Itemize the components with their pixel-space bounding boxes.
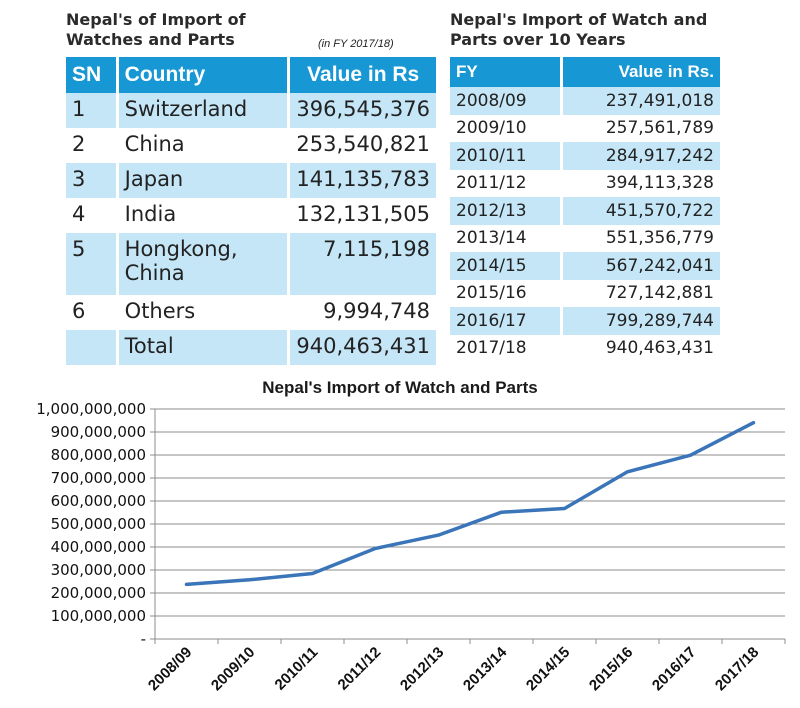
cell-value: 394,113,328 <box>605 173 714 194</box>
cell-country: Japan <box>117 163 291 198</box>
cell-country: India <box>117 198 291 233</box>
cell-value: 396,545,376 <box>288 93 436 128</box>
table-row: 1 Switzerland 396,545,376 <box>66 93 436 128</box>
cell-sn: 4 <box>66 198 119 233</box>
cell-fy: 2014/15 <box>450 252 563 280</box>
cell-value: 567,242,041 <box>561 252 720 280</box>
cell-value: 237,491,018 <box>561 87 720 115</box>
cell-fy: 2010/11 <box>450 142 563 170</box>
x-tick-label: 2008/09 <box>145 644 195 694</box>
years-table-title: Nepal's Import of Watch and Parts over 1… <box>450 10 708 49</box>
table-row: 2016/17 799,289,744 <box>450 307 720 335</box>
country-import-table: SN Country Value in Rs 1 Switzerland 396… <box>66 57 436 365</box>
cell-value: 7,115,198 <box>288 233 436 295</box>
cell-country: Others <box>117 295 291 330</box>
years-table-header-row: FY Value in Rs. <box>450 57 720 87</box>
table-row: 2008/09 237,491,018 <box>450 87 720 115</box>
country-table-title: Nepal's of Import of Watches and Parts <box>66 10 246 49</box>
y-tick-label: 800,000,000 <box>51 446 146 464</box>
x-tick-label: 2013/14 <box>460 643 511 694</box>
cell-country: Total <box>117 330 291 365</box>
cell-value: 141,135,783 <box>288 163 436 198</box>
cell-fy: 2016/17 <box>450 307 563 335</box>
table-row: 3 Japan 141,135,783 <box>66 163 436 198</box>
table-row: 2014/15 567,242,041 <box>450 252 720 280</box>
years-import-table: FY Value in Rs. 2008/09 237,491,018 2009/1… <box>450 57 720 362</box>
series-line <box>184 420 756 587</box>
cell-value: 940,463,431 <box>605 338 714 359</box>
table-row: 2013/14 551,356,779 <box>450 224 720 252</box>
x-tick-label: 2010/11 <box>272 644 322 694</box>
cell-value: 940,463,431 <box>288 330 436 365</box>
table-row: 5 Hongkong, China 7,115,198 <box>66 233 436 295</box>
cell-fy: 2011/12 <box>450 169 563 197</box>
cell-sn: 6 <box>66 295 119 330</box>
table-row: 6 Others 9,994,748 <box>66 295 436 330</box>
country-table-subtitle: (in FY 2017/18) <box>318 38 394 50</box>
header-country: Country <box>117 57 291 93</box>
cell-value: 284,917,242 <box>561 142 720 170</box>
cell-country: China <box>117 128 291 163</box>
cell-sn: 5 <box>66 233 119 295</box>
x-tick-label: 2015/16 <box>586 644 636 694</box>
cell-fy: 2017/18 <box>450 334 563 362</box>
table-row: 2 China 253,540,821 <box>66 128 436 163</box>
cell-value: 257,561,789 <box>605 118 714 139</box>
y-tick-label: 200,000,000 <box>51 584 146 602</box>
header-value: Value in Rs. <box>561 57 720 87</box>
table-row: 2010/11 284,917,242 <box>450 142 720 170</box>
cell-country: Hongkong, China <box>117 233 291 295</box>
y-tick-label: 900,000,000 <box>51 423 146 441</box>
table-row: 2017/18 940,463,431 <box>450 334 720 362</box>
table-row: 2015/16 727,142,881 <box>450 279 720 307</box>
y-tick-label: 300,000,000 <box>51 561 146 579</box>
cell-value: 132,131,505 <box>296 202 430 226</box>
header-value: Value in Rs <box>288 57 436 93</box>
cell-fy: 2008/09 <box>450 87 563 115</box>
cell-fy: 2013/14 <box>450 224 563 252</box>
header-sn: SN <box>66 57 119 93</box>
cell-value: 253,540,821 <box>296 132 430 156</box>
y-tick-label: 100,000,000 <box>51 607 146 625</box>
x-tick-label: 2017/18 <box>712 644 762 694</box>
cell-value: 551,356,779 <box>605 228 714 249</box>
table-row: 2011/12 394,113,328 <box>450 169 720 197</box>
cell-value: 799,289,744 <box>561 307 720 335</box>
y-tick-label: 700,000,000 <box>51 469 146 487</box>
table-row: 2012/13 451,570,722 <box>450 197 720 225</box>
cell-value: 9,994,748 <box>323 299 430 323</box>
cell-value: 451,570,722 <box>561 197 720 225</box>
header-fy: FY <box>450 57 563 87</box>
cell-sn <box>66 330 119 365</box>
y-tick-label: 1,000,000,000 <box>36 400 146 418</box>
cell-value: 727,142,881 <box>605 283 714 304</box>
cell-country: Switzerland <box>117 93 291 128</box>
cell-fy: 2015/16 <box>450 279 563 307</box>
cell-fy: 2012/13 <box>450 197 563 225</box>
cell-sn: 1 <box>66 93 119 128</box>
country-table-header-row: SN Country Value in Rs <box>66 57 436 93</box>
cell-fy: 2009/10 <box>450 114 563 142</box>
y-tick-label: 600,000,000 <box>51 492 146 510</box>
x-tick-label: 2011/12 <box>335 644 385 694</box>
cell-sn: 3 <box>66 163 119 198</box>
table-row-total: Total 940,463,431 <box>66 330 436 365</box>
y-tick-label: 400,000,000 <box>51 538 146 556</box>
x-tick-label: 2016/17 <box>649 644 699 694</box>
x-tick-label: 2009/10 <box>208 644 258 694</box>
y-tick-label: 500,000,000 <box>51 515 146 533</box>
chart-title: Nepal's Import of Watch and Parts <box>262 378 538 397</box>
y-tick-label: - <box>141 630 146 648</box>
cell-sn: 2 <box>66 128 119 163</box>
x-tick-label: 2012/13 <box>397 644 447 694</box>
table-row: 4 India 132,131,505 <box>66 198 436 233</box>
table-row: 2009/10 257,561,789 <box>450 114 720 142</box>
x-tick-label: 2014/15 <box>523 644 573 694</box>
